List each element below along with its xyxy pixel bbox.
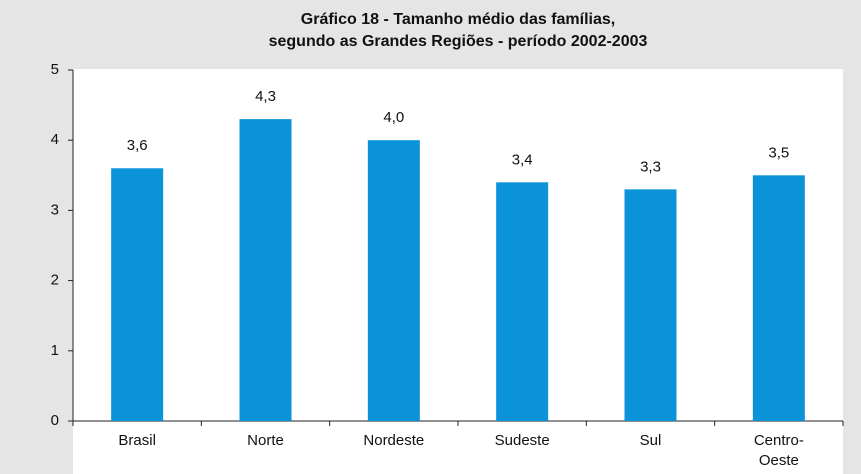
bar [111,168,164,421]
value-label: 3,3 [640,158,661,175]
x-tick-label: Sudeste [495,432,550,449]
value-label: 3,5 [768,144,789,161]
x-tick-label: Sul [640,432,662,449]
y-tick-label: 0 [51,412,59,429]
x-tick-label: Brasil [118,432,156,449]
y-tick-label: 1 [51,342,59,359]
x-tick-label: Norte [247,432,284,449]
value-label: 3,4 [512,151,533,168]
y-tick-label: 3 [51,201,59,218]
bar [496,182,549,421]
y-tick-label: 5 [51,61,59,78]
y-tick-label: 2 [51,272,59,289]
bar [367,140,420,421]
x-tick-label: Centro-Oeste [754,432,804,469]
plot-area [73,69,843,474]
x-tick-label: Nordeste [363,432,424,449]
chart-title: segundo as Grandes Regiões - período 200… [269,33,648,50]
y-tick-label: 4 [51,131,59,148]
value-label: 3,6 [127,137,148,154]
value-label: 4,3 [255,88,276,105]
bar [752,175,805,421]
value-label: 4,0 [383,109,404,126]
bar [239,119,292,421]
chart-title: Gráfico 18 - Tamanho médio das famílias, [301,11,615,28]
bar [624,189,677,421]
